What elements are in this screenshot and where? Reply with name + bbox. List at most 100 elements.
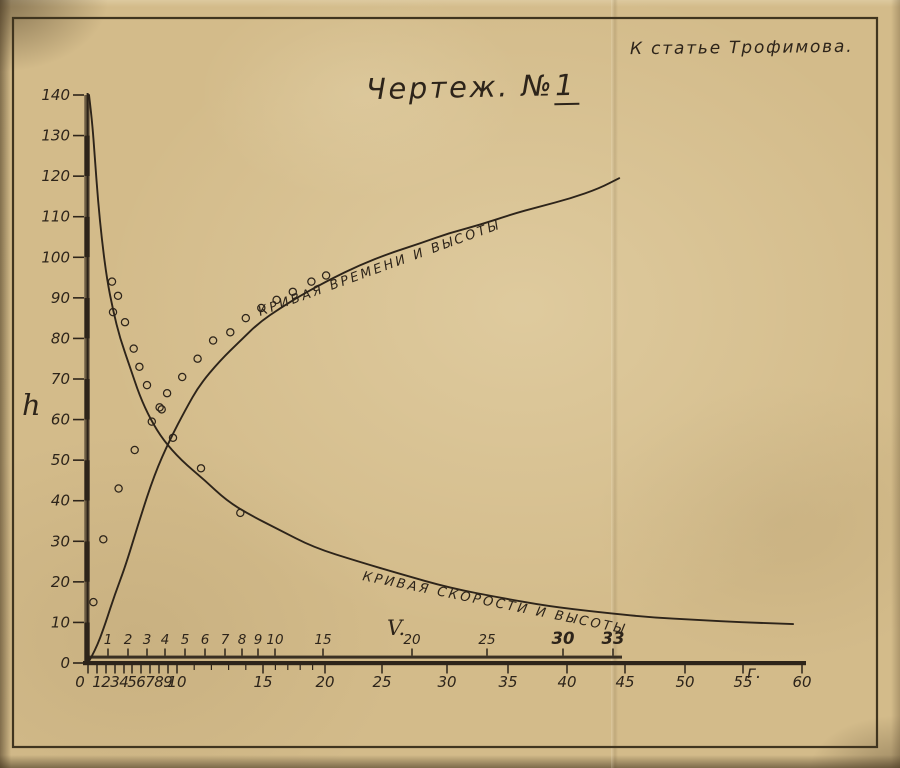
y-axis-scale-block	[84, 216, 90, 258]
y-tick-label: 130	[41, 127, 70, 145]
y-tick-label: 60	[51, 411, 70, 429]
v-tick-label: 20	[403, 632, 420, 648]
data-point-marker	[113, 291, 123, 301]
data-point-marker	[99, 535, 108, 544]
y-axis-scale-block	[84, 135, 90, 177]
v-scale-label: V.	[387, 616, 406, 640]
curve-time-height	[87, 177, 621, 664]
data-point-marker	[142, 380, 152, 390]
y-axis-scale-block	[84, 622, 90, 663]
data-point-marker	[236, 508, 245, 518]
data-point-marker	[288, 287, 298, 297]
data-point-marker	[193, 354, 202, 363]
data-point-marker	[157, 405, 166, 414]
y-axis-scale-block	[84, 95, 90, 136]
y-axis-scale-block	[84, 176, 90, 217]
t-tick-label: 7	[145, 673, 155, 691]
v-tick-label: 6	[201, 632, 210, 648]
data-point-marker	[108, 307, 118, 317]
t-scale-label: г.	[747, 663, 762, 683]
y-axis-scale-block	[84, 419, 90, 461]
t-tick-label: 25	[372, 673, 391, 691]
y-tick-label: 70	[51, 370, 70, 388]
v-tick-label: 7	[221, 632, 230, 648]
v-tick-label: 15	[314, 632, 331, 648]
t-tick-label: 5	[127, 673, 137, 691]
v-tick-label: 9	[254, 632, 263, 648]
y-axis-scale-block	[84, 257, 90, 298]
t-tick-label: 20	[315, 673, 334, 691]
data-point-marker	[241, 313, 251, 323]
data-point-marker	[89, 597, 98, 607]
data-point-marker	[226, 328, 235, 337]
v-scale-line	[88, 655, 622, 659]
t-tick-label: 15	[253, 673, 272, 691]
y-tick-label: 40	[51, 492, 70, 510]
t-tick-label: 60	[792, 673, 811, 691]
data-point-marker	[208, 336, 218, 345]
v-tick-label: 2	[124, 632, 133, 648]
y-tick-label: 110	[41, 208, 70, 226]
y-axis-scale-block	[84, 541, 90, 582]
data-point-marker	[107, 277, 117, 286]
data-point-marker	[155, 403, 164, 412]
t-tick-label: 10	[167, 673, 186, 691]
data-point-marker	[135, 362, 144, 372]
data-point-marker	[120, 317, 130, 327]
data-point-marker	[177, 372, 187, 382]
drawing-title-text: Чертеж. №	[365, 68, 555, 107]
drawing-number: 1	[553, 67, 580, 106]
data-point-marker	[114, 484, 123, 493]
t-tick-label: 9	[163, 673, 173, 691]
t-tick-label: 0	[75, 673, 85, 691]
y-axis-scale-block	[84, 460, 90, 501]
y-tick-label: 50	[51, 451, 70, 469]
t-tick-label: 1	[92, 673, 102, 691]
curve-speed-height	[88, 94, 795, 626]
y-tick-label: 20	[51, 573, 70, 591]
v-tick-label: 8	[238, 632, 247, 648]
v-tick-label: 4	[161, 632, 170, 648]
data-point-marker	[272, 295, 281, 305]
y-tick-label: 90	[51, 289, 70, 307]
data-point-marker	[147, 417, 157, 426]
data-point-marker	[196, 464, 206, 473]
t-tick-label: 6	[136, 673, 146, 691]
y-axis-scale-block	[84, 581, 90, 623]
y-tick-label: 0	[60, 654, 70, 672]
v-tick-label: 3	[143, 632, 152, 648]
y-axis-scale-block	[84, 379, 90, 420]
y-tick-label: 120	[41, 167, 70, 185]
y-tick-label: 100	[41, 248, 70, 266]
t-tick-label: 2	[101, 673, 111, 691]
y-tick-label: 30	[51, 532, 70, 550]
data-point-marker	[307, 277, 316, 286]
x-axis-line	[83, 661, 806, 666]
data-point-marker	[130, 445, 139, 455]
v-tick-label: 30	[552, 629, 575, 648]
t-tick-label: 3	[110, 673, 120, 691]
v-tick-label: 10	[266, 632, 283, 648]
v-tick-label: 5	[181, 632, 190, 648]
t-tick-label: 8	[154, 673, 164, 691]
data-point-marker	[129, 344, 138, 353]
y-axis-scale-block	[84, 297, 90, 339]
t-tick-label: 50	[675, 673, 694, 691]
t-tick-label: 30	[437, 673, 456, 691]
article-note: К статье Трофимова.	[629, 36, 854, 60]
y-tick-label: 140	[41, 86, 70, 104]
t-tick-label: 35	[498, 673, 517, 691]
y-tick-label: 80	[51, 329, 70, 347]
curve-label: Кривая времени и высоты	[256, 218, 503, 320]
t-tick-label: 4	[119, 673, 129, 691]
drawing-title: Чертеж. №1	[365, 67, 580, 107]
t-tick-label: 40	[557, 673, 576, 691]
v-tick-label: 25	[478, 632, 495, 648]
t-tick-label: 55	[733, 673, 752, 691]
page-frame	[11, 16, 879, 749]
y-tick-label: 10	[51, 613, 70, 631]
v-tick-label: 33	[602, 629, 625, 648]
t-tick-label: 45	[615, 673, 634, 691]
